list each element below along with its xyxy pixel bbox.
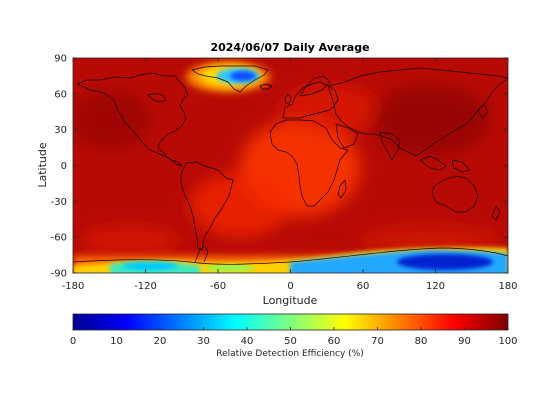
colorbar-tick-label: 90: [458, 336, 471, 347]
colorbar-tick-label: 70: [371, 336, 384, 347]
colorbar-tick-label: 50: [284, 336, 297, 347]
colorbar-tick-label: 0: [70, 336, 76, 347]
coastline-japan: [477, 103, 489, 119]
coastline-greenland: [191, 65, 269, 93]
heat-field: [73, 58, 508, 273]
antarctica-low-efficiency: [73, 247, 508, 273]
coastline-iceland: [259, 83, 273, 90]
x-axis-ticks: -180 -120 -60 0 60 120 180: [62, 58, 518, 292]
coastline-hudson-bay: [147, 93, 167, 102]
coastline-india: [379, 131, 401, 161]
y-tick-label: 0: [61, 161, 67, 172]
y-tick-label: 60: [54, 89, 67, 100]
coastline-southeast-asia: [419, 155, 471, 173]
y-tick-label: -30: [51, 197, 67, 208]
coastline-asia: [327, 67, 508, 157]
x-tick-label: -60: [210, 281, 226, 292]
colorbar-label: Relative Detection Efficiency (%): [216, 349, 364, 359]
coastline-antarctic-peninsula: [194, 245, 209, 263]
colorbar-ticks: 0 10 20 30 40 50 60 70 80 90 100: [70, 327, 518, 347]
coastlines: [73, 65, 508, 265]
coastline-antarctica: [73, 247, 508, 265]
coastline-australia: [431, 175, 479, 213]
coastline-europe: [282, 81, 339, 119]
coastline-new-zealand: [491, 205, 501, 221]
colorbar-tick-label: 30: [197, 336, 210, 347]
greenland-low-efficiency: [186, 62, 270, 92]
y-tick-label: 90: [54, 54, 67, 65]
x-tick-label: -180: [62, 281, 85, 292]
colorbar-tick-label: 40: [241, 336, 254, 347]
coastline-south-america: [180, 161, 234, 251]
coastline-scandinavia: [299, 75, 331, 97]
colorbar-tick-label: 10: [110, 336, 123, 347]
colorbar-tick-label: 100: [498, 336, 517, 347]
x-tick-label: 180: [498, 281, 517, 292]
coastline-arabia: [335, 123, 359, 149]
y-tick-label: -60: [51, 233, 67, 244]
x-tick-label: 60: [357, 281, 370, 292]
colorbar-tick-label: 20: [154, 336, 167, 347]
field-variation: [73, 85, 500, 254]
coastline-north-america: [76, 72, 189, 167]
x-axis-label: Longitude: [263, 294, 318, 307]
colorbar-tick-label: 60: [328, 336, 341, 347]
coastline-madagascar: [337, 179, 347, 199]
chart-title: 2024/06/07 Daily Average: [210, 41, 369, 54]
x-tick-label: -120: [134, 281, 157, 292]
coastline-britain: [284, 93, 292, 105]
colorbar-tick-label: 80: [415, 336, 428, 347]
y-axis-ticks: 90 60 30 0 -30 -60 -90: [51, 54, 508, 280]
y-tick-label: -90: [51, 269, 67, 280]
x-tick-label: 0: [287, 281, 293, 292]
coastline-africa: [269, 119, 349, 207]
x-tick-label: 120: [426, 281, 445, 292]
y-tick-label: 30: [54, 125, 67, 136]
y-axis-label: Latitude: [36, 142, 49, 188]
